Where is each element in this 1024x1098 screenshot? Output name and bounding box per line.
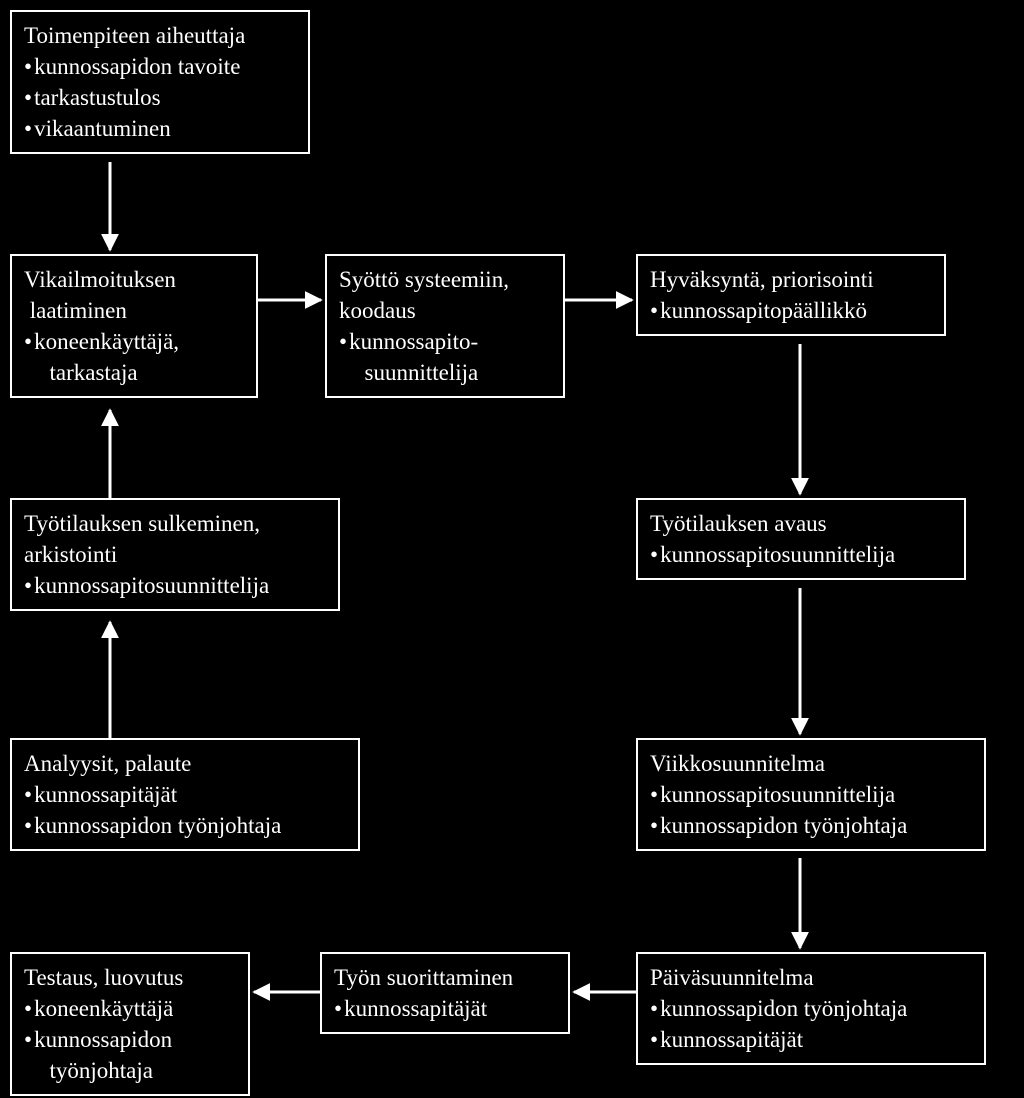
node-bullet: kunnossapitopäällikkö	[650, 295, 932, 326]
node-bullet: kunnossapidon työnjohtaja	[24, 1024, 236, 1086]
node-hyvaksynta-priorisointi: Hyväksyntä, priorisointi kunnossapitopää…	[636, 254, 946, 336]
node-tyotilauksen-sulkeminen: Työtilauksen sulkeminen, arkistointi kun…	[10, 498, 340, 611]
node-title: Toimenpiteen aiheuttaja	[24, 20, 296, 51]
node-bullet: tarkastustulos	[24, 82, 296, 113]
node-title: Päiväsuunnitelma	[650, 962, 972, 993]
node-bullet: koneenkäyttäjä	[24, 993, 236, 1024]
node-title: Työtilauksen avaus	[650, 508, 952, 539]
node-analyysit-palaute: Analyysit, palaute kunnossapitäjät kunno…	[10, 738, 360, 851]
node-viikkosuunnitelma: Viikkosuunnitelma kunnossapitosuunnittel…	[636, 738, 986, 851]
node-bullet: kunnossapidon työnjohtaja	[650, 993, 972, 1024]
node-bullet: koneenkäyttäjä, tarkastaja	[24, 326, 244, 388]
node-tyon-suorittaminen: Työn suorittaminen kunnossapitäjät	[320, 952, 570, 1034]
node-bullet: kunnossapitäjät	[650, 1024, 972, 1055]
node-bullet: kunnossapitosuunnittelija	[650, 779, 972, 810]
node-tyotilauksen-avaus: Työtilauksen avaus kunnossapitosuunnitte…	[636, 498, 966, 580]
node-title: Viikkosuunnitelma	[650, 748, 972, 779]
node-title: Syöttö systeemiin, koodaus	[339, 264, 551, 326]
node-title: Hyväksyntä, priorisointi	[650, 264, 932, 295]
node-bullet: vikaantuminen	[24, 113, 296, 144]
node-bullet: kunnossapitosuunnittelija	[650, 539, 952, 570]
node-bullet: kunnossapidon työnjohtaja	[650, 810, 972, 841]
node-testaus-luovutus: Testaus, luovutus koneenkäyttäjä kunnoss…	[10, 952, 250, 1096]
node-bullet: kunnossapidon tavoite	[24, 51, 296, 82]
node-bullet: kunnossapitäjät	[334, 993, 556, 1024]
node-title: Vikailmoituksen laatiminen	[24, 264, 244, 326]
node-title: Testaus, luovutus	[24, 962, 236, 993]
node-bullet: kunnossapito- suunnittelija	[339, 326, 551, 388]
node-vikailmoituksen-laatiminen: Vikailmoituksen laatiminen koneenkäyttäj…	[10, 254, 258, 398]
node-bullet: kunnossapitosuunnittelija	[24, 570, 326, 601]
node-title: Analyysit, palaute	[24, 748, 346, 779]
node-bullet: kunnossapitäjät	[24, 779, 346, 810]
node-title: Työtilauksen sulkeminen, arkistointi	[24, 508, 326, 570]
node-title: Työn suorittaminen	[334, 962, 556, 993]
node-syotto-systeemiin: Syöttö systeemiin, koodaus kunnossapito-…	[325, 254, 565, 398]
node-bullet: kunnossapidon työnjohtaja	[24, 810, 346, 841]
node-toimenpiteen-aiheuttaja: Toimenpiteen aiheuttaja kunnossapidon ta…	[10, 10, 310, 154]
node-paivasuunnitelma: Päiväsuunnitelma kunnossapidon työnjohta…	[636, 952, 986, 1065]
